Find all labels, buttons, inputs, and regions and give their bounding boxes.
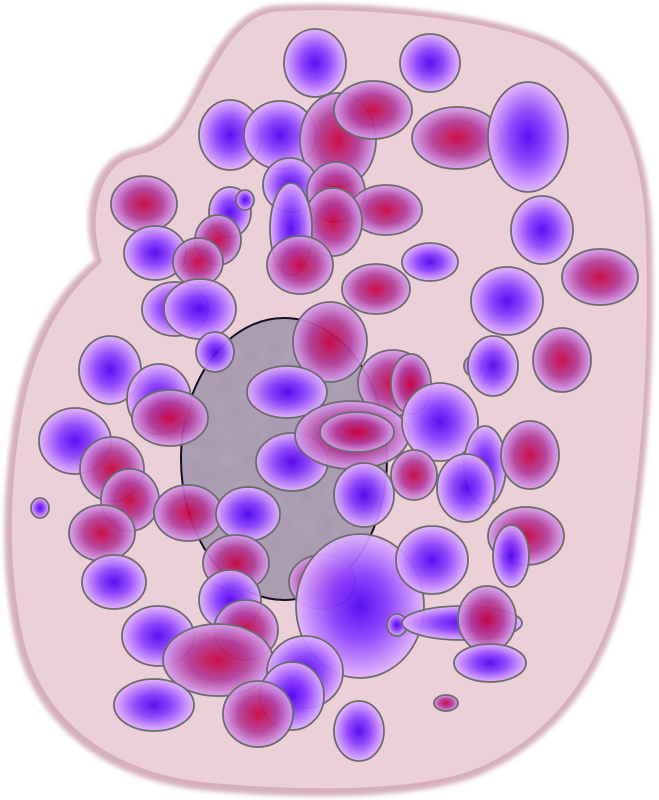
granules <box>30 28 639 762</box>
granule-blue <box>492 524 530 588</box>
granule-red <box>500 420 560 490</box>
granule-blue <box>235 189 255 211</box>
granule-blue <box>246 365 328 419</box>
granule-blue <box>399 33 461 93</box>
granule-blue <box>470 266 544 336</box>
granule-red <box>222 680 294 748</box>
granule-blue <box>453 643 527 683</box>
granule-red <box>68 504 136 562</box>
granule-red <box>110 175 178 233</box>
granule-red <box>319 411 395 453</box>
granule-red <box>433 694 459 712</box>
granule-red <box>153 484 223 542</box>
granule-red <box>292 301 368 383</box>
granule-blue <box>113 678 195 732</box>
granule-blue <box>510 195 574 265</box>
granule-red <box>390 449 438 501</box>
granule-red <box>333 80 413 140</box>
granule-red <box>457 585 517 653</box>
granule-blue <box>283 28 347 98</box>
granule-blue <box>467 335 519 397</box>
granule-blue <box>295 533 425 679</box>
granule-blue <box>81 554 147 610</box>
granule-blue <box>333 462 395 528</box>
granule-blue <box>163 278 237 340</box>
granule-red <box>532 327 592 393</box>
granule-blue <box>215 486 281 542</box>
granule-blue <box>195 331 235 373</box>
granule-blue <box>436 453 496 523</box>
granule-red <box>341 263 411 315</box>
granule-blue <box>333 700 385 762</box>
granule-blue <box>401 382 479 462</box>
granule-blue <box>401 242 459 282</box>
granule-red <box>131 389 209 447</box>
granule-blue <box>30 497 50 519</box>
granule-red <box>561 248 639 306</box>
granule-red <box>266 235 334 295</box>
granule-blue <box>487 81 569 193</box>
granule-blue <box>395 525 469 595</box>
